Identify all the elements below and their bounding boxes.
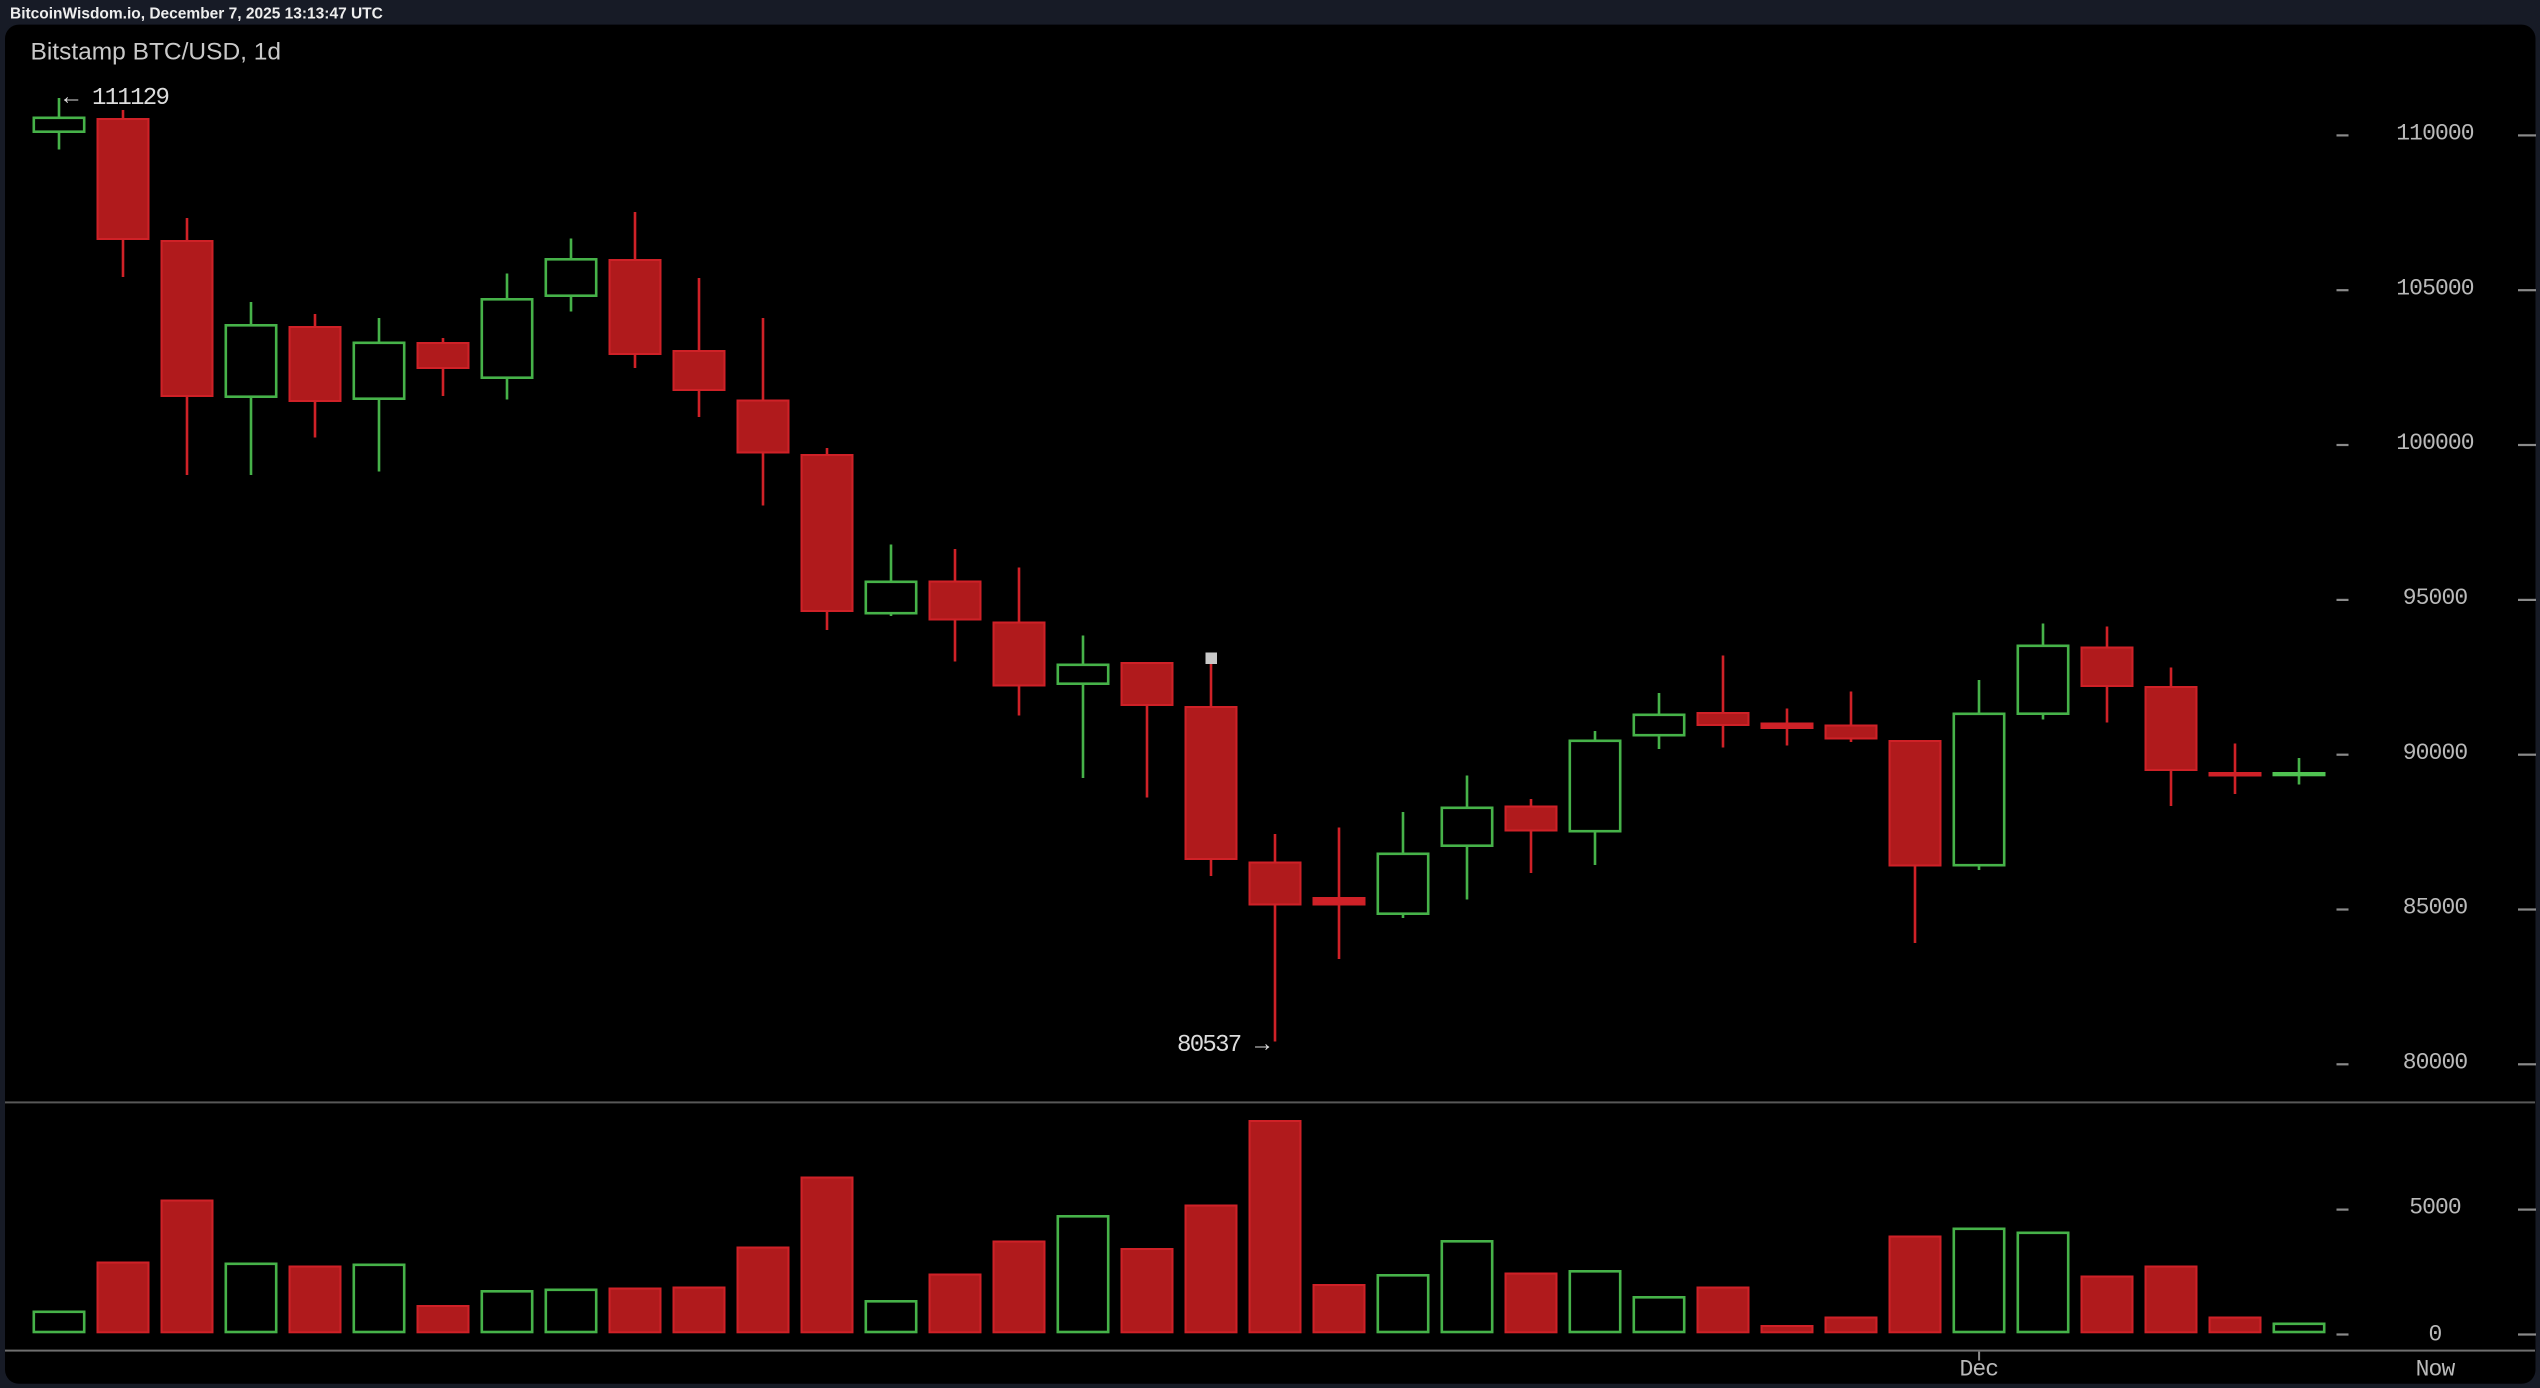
svg-text:Now: Now [2416,1357,2456,1383]
svg-text:→: → [1255,1032,1270,1059]
svg-text:100000: 100000 [2396,430,2474,456]
svg-text:BitcoinWisdom.io, December 7,: BitcoinWisdom.io, December 7, 2025 13:13… [10,6,383,23]
svg-text:105000: 105000 [2396,275,2474,301]
svg-text:Bitstamp BTC/USD, 1d: Bitstamp BTC/USD, 1d [31,39,282,66]
svg-text:5000: 5000 [2409,1194,2461,1220]
svg-text:Dec: Dec [1959,1357,1998,1383]
svg-text:80537: 80537 [1177,1032,1241,1059]
svg-text:80000: 80000 [2403,1050,2468,1076]
svg-text:95000: 95000 [2403,585,2468,611]
svg-text:111129: 111129 [92,85,169,112]
svg-text:110000: 110000 [2396,121,2474,147]
svg-text:0: 0 [2429,1322,2442,1348]
svg-text:90000: 90000 [2403,740,2468,766]
svg-text:←: ← [64,85,79,112]
svg-text:85000: 85000 [2403,895,2468,921]
